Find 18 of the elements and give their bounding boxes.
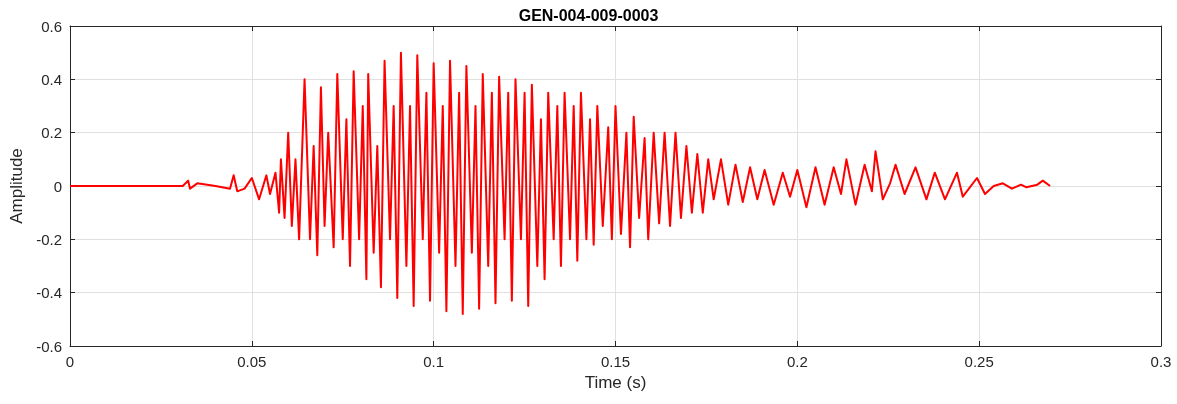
x-axis-title: Time (s): [584, 373, 647, 392]
x-tick-label: 0: [65, 353, 75, 370]
y-axis-title: Amplitude: [7, 148, 27, 224]
y-tick-label: 0.2: [41, 124, 62, 142]
y-tick-label: -0.2: [36, 230, 62, 248]
x-tick-label: 0.2: [786, 353, 808, 370]
x-tick-label: 0.25: [964, 353, 994, 370]
x-tick-label: 0.15: [600, 353, 631, 370]
y-tick-label: 0: [53, 177, 62, 195]
y-tick-label: -0.6: [36, 337, 62, 355]
y-tick-label: 0.4: [41, 70, 62, 88]
x-tick-label: 0.3: [1150, 353, 1172, 370]
x-tick-label: 0.1: [423, 353, 445, 370]
y-tick-label: 0.6: [41, 17, 62, 35]
x-tick-label: 0.05: [237, 353, 267, 370]
line-series: [69, 51, 1052, 315]
y-tick-label: -0.4: [36, 284, 62, 302]
chart-title: GEN-004-009-0003: [518, 6, 659, 24]
